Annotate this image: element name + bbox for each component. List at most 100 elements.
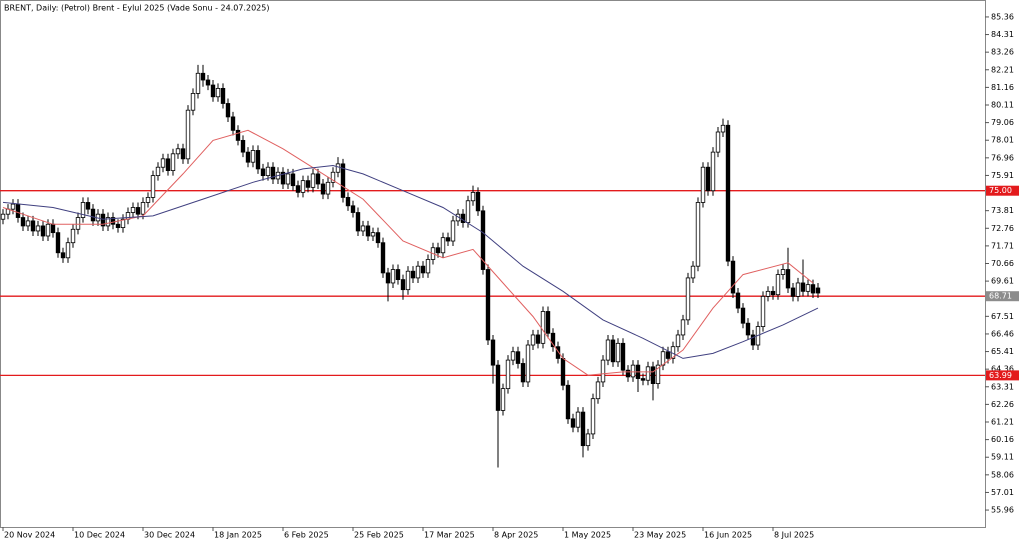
candle-body bbox=[615, 342, 621, 363]
level-label-bg bbox=[986, 370, 1019, 381]
y-tick-label: 79.06 bbox=[991, 118, 1014, 127]
y-tick-label: 83.26 bbox=[991, 48, 1014, 57]
candle-body bbox=[625, 369, 631, 378]
candle-body bbox=[235, 129, 241, 141]
candle-body bbox=[770, 290, 776, 296]
y-tick-label: 73.81 bbox=[991, 206, 1014, 215]
candle-body bbox=[315, 173, 321, 185]
level-label-bg bbox=[986, 291, 1019, 302]
candle-body bbox=[750, 334, 756, 346]
candle-body bbox=[85, 202, 91, 210]
candle-body bbox=[515, 351, 521, 364]
candle-body bbox=[105, 217, 111, 227]
candle-body bbox=[40, 225, 46, 237]
candle-body bbox=[815, 287, 821, 294]
level-label: 63.99 bbox=[989, 371, 1012, 380]
y-tick-label: 62.26 bbox=[991, 400, 1014, 409]
candle-body bbox=[75, 217, 81, 230]
candle-body bbox=[390, 269, 396, 284]
candle-body bbox=[240, 139, 246, 153]
candle-body bbox=[225, 103, 231, 118]
candle-body bbox=[620, 342, 626, 371]
candle-body bbox=[535, 334, 541, 344]
moving-average bbox=[2, 129, 814, 376]
candle-body bbox=[550, 332, 556, 348]
candle-body bbox=[650, 366, 656, 384]
candle-body bbox=[120, 218, 126, 229]
candle-body bbox=[285, 173, 291, 185]
candle-body bbox=[470, 191, 476, 202]
candle-body bbox=[35, 225, 41, 232]
y-tick-label: 80.11 bbox=[991, 100, 1014, 109]
candle-body bbox=[295, 185, 301, 193]
candle-body bbox=[110, 217, 116, 225]
candle-body bbox=[500, 388, 506, 411]
candle-body bbox=[745, 322, 751, 336]
candle-body bbox=[380, 242, 386, 274]
x-tick-label: 1 May 2025 bbox=[564, 531, 611, 540]
candle-body bbox=[680, 319, 686, 336]
candle-body bbox=[135, 207, 141, 215]
y-tick-label: 78.01 bbox=[991, 136, 1014, 145]
candle-body bbox=[345, 197, 351, 207]
candle-body bbox=[125, 212, 131, 220]
y-tick-label: 58.06 bbox=[991, 470, 1014, 479]
candle-body bbox=[785, 269, 791, 289]
candle-body bbox=[65, 242, 71, 259]
candle-body bbox=[150, 175, 156, 198]
x-tick-label: 18 Jan 2025 bbox=[214, 531, 262, 540]
y-tick-label: 59.11 bbox=[991, 453, 1014, 462]
candle-body bbox=[695, 202, 701, 267]
candle-body bbox=[180, 148, 186, 160]
candle-body bbox=[495, 364, 501, 411]
candle-body bbox=[20, 217, 26, 227]
y-tick-label: 72.76 bbox=[991, 224, 1014, 233]
candle-body bbox=[410, 270, 416, 279]
candle-body bbox=[45, 223, 51, 237]
candle-body bbox=[435, 247, 441, 254]
y-tick-label: 82.21 bbox=[991, 65, 1014, 74]
candle-body bbox=[330, 171, 336, 183]
candle-body bbox=[50, 223, 56, 234]
candle-body bbox=[525, 344, 531, 383]
candle-body bbox=[170, 153, 176, 171]
candle-body bbox=[655, 364, 661, 384]
candle-body bbox=[510, 351, 516, 361]
candle-body bbox=[305, 180, 311, 188]
candle-body bbox=[645, 366, 651, 381]
candle-body bbox=[255, 150, 261, 170]
candle-body bbox=[335, 163, 341, 173]
level-label: 75.00 bbox=[989, 186, 1012, 195]
candle-body bbox=[555, 346, 561, 359]
candle-body bbox=[705, 166, 711, 192]
candle-body bbox=[155, 166, 161, 177]
candle-body bbox=[160, 158, 166, 168]
candle-body bbox=[100, 213, 106, 227]
candle-body bbox=[115, 223, 121, 229]
candle-body bbox=[25, 220, 31, 227]
candle-body bbox=[350, 205, 356, 213]
candle-body bbox=[190, 93, 196, 111]
candle-body bbox=[365, 225, 371, 237]
y-tick-label: 57.01 bbox=[991, 488, 1014, 497]
candle-body bbox=[15, 203, 21, 218]
candle-body bbox=[200, 72, 206, 81]
candle-body bbox=[175, 148, 181, 155]
candle-body bbox=[710, 151, 716, 192]
y-tick-label: 85.36 bbox=[991, 12, 1014, 21]
candle-body bbox=[370, 232, 376, 237]
candle-body bbox=[280, 171, 286, 185]
candle-body bbox=[140, 202, 146, 215]
level-label: 68.71 bbox=[989, 292, 1012, 301]
candle-body bbox=[685, 277, 691, 321]
x-tick-label: 30 Dec 2024 bbox=[144, 531, 195, 540]
candle-body bbox=[425, 259, 431, 274]
candle-body bbox=[490, 339, 496, 366]
candle-body bbox=[480, 210, 486, 270]
candle-body bbox=[720, 124, 726, 133]
candle-body bbox=[730, 260, 736, 294]
x-tick-label: 25 Feb 2025 bbox=[354, 531, 404, 540]
candle-body bbox=[385, 272, 391, 284]
candle-body bbox=[790, 287, 796, 297]
candle-body bbox=[10, 203, 16, 210]
